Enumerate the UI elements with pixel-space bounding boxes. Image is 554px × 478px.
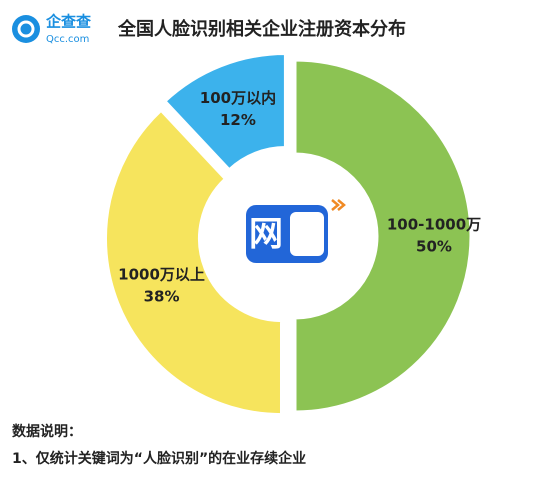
- center-logo-arrows: [331, 199, 346, 211]
- note-item: 1、仅统计关键词为“人脸识别”的在业存续企业: [12, 450, 306, 467]
- chart-title: 全国人脸识别相关企业注册资本分布: [117, 18, 406, 40]
- pie-slice: [104, 108, 283, 417]
- slice-value-label: 12%: [220, 111, 256, 129]
- slice-label: 1000万以上: [118, 266, 205, 284]
- pie-slice: [162, 51, 287, 172]
- slice-label: 100-1000万: [387, 216, 481, 234]
- logo-icon: [12, 15, 40, 43]
- notes-heading: 数据说明：: [12, 423, 82, 440]
- slice-value-label: 50%: [416, 238, 452, 256]
- pie: [104, 51, 473, 417]
- logo-icon-ring: [17, 20, 35, 38]
- center-logo: 网付: [246, 199, 346, 263]
- pie-slice: [293, 58, 473, 414]
- slice-value-label: 38%: [144, 288, 180, 306]
- center-logo-tile: [290, 212, 324, 256]
- logo-url: Qcc.com: [46, 34, 89, 45]
- logo-name: 企查查: [45, 13, 92, 31]
- slice-label: 100万以内: [200, 89, 276, 107]
- source-logo: 企查查 Qcc.com: [12, 13, 92, 45]
